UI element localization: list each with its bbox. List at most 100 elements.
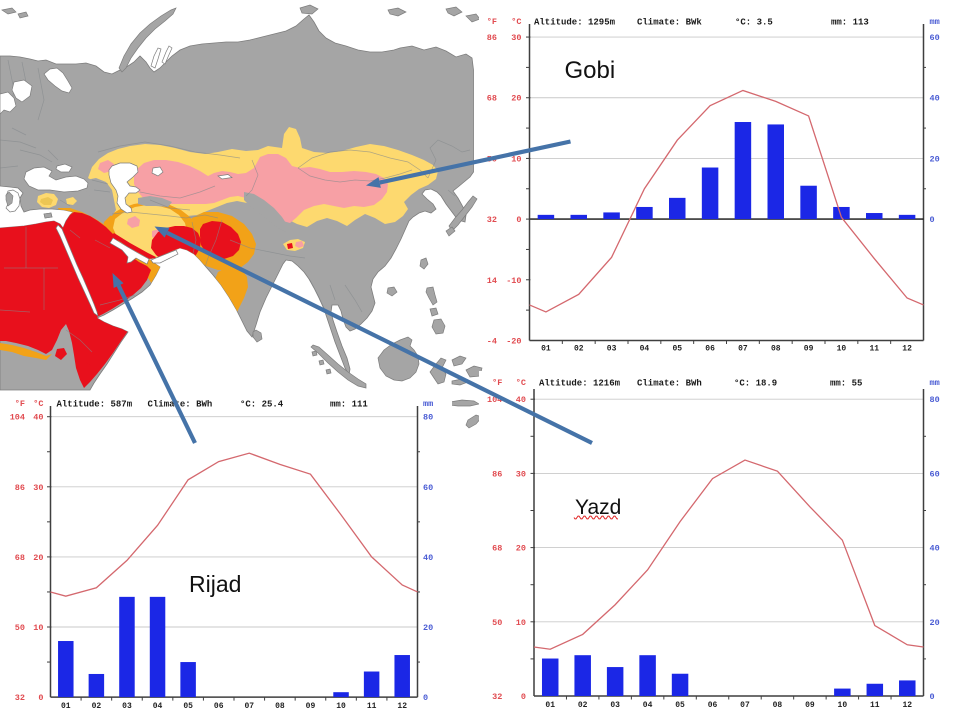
svg-text:-4: -4 xyxy=(487,336,497,346)
svg-text:Gobi: Gobi xyxy=(565,57,616,84)
svg-text:°C: 18.9: °C: 18.9 xyxy=(734,379,777,389)
svg-text:30: 30 xyxy=(511,33,521,43)
svg-text:40: 40 xyxy=(33,413,43,423)
svg-text:0: 0 xyxy=(516,215,521,225)
svg-text:68: 68 xyxy=(492,544,502,554)
svg-text:Climate: BWk: Climate: BWk xyxy=(637,18,702,28)
svg-text:68: 68 xyxy=(15,553,25,563)
svg-text:104: 104 xyxy=(487,395,502,405)
svg-text:20: 20 xyxy=(516,544,526,554)
svg-text:60: 60 xyxy=(930,33,940,43)
svg-text:10: 10 xyxy=(837,345,847,354)
svg-text:Rijad: Rijad xyxy=(189,571,241,597)
svg-text:86: 86 xyxy=(15,483,25,493)
svg-text:68: 68 xyxy=(487,94,497,104)
svg-text:09: 09 xyxy=(805,701,815,710)
svg-text:-20: -20 xyxy=(506,336,521,346)
svg-text:07: 07 xyxy=(738,345,748,354)
svg-text:20: 20 xyxy=(930,618,940,628)
svg-text:09: 09 xyxy=(306,702,316,711)
svg-text:10: 10 xyxy=(336,702,346,711)
svg-text:06: 06 xyxy=(214,702,224,711)
svg-text:0: 0 xyxy=(38,693,43,703)
svg-text:104: 104 xyxy=(10,413,25,423)
svg-text:01: 01 xyxy=(545,701,555,710)
svg-text:60: 60 xyxy=(423,483,433,493)
svg-text:mm: mm xyxy=(930,378,940,388)
svg-text:32: 32 xyxy=(492,692,502,702)
svg-text:mm: mm xyxy=(930,17,940,27)
svg-text:Climate: BWh: Climate: BWh xyxy=(637,379,702,389)
svg-text:05: 05 xyxy=(672,345,682,354)
svg-text:05: 05 xyxy=(675,701,685,710)
svg-text:°F: °F xyxy=(487,17,497,27)
svg-text:20: 20 xyxy=(423,623,433,633)
svg-text:40: 40 xyxy=(516,395,526,405)
svg-text:40: 40 xyxy=(423,553,433,563)
svg-text:Yazd: Yazd xyxy=(575,496,621,519)
svg-text:03: 03 xyxy=(607,345,617,354)
svg-text:02: 02 xyxy=(578,701,588,710)
svg-text:06: 06 xyxy=(705,345,715,354)
svg-text:10: 10 xyxy=(516,618,526,628)
svg-text:mm: mm xyxy=(423,399,433,409)
svg-text:-10: -10 xyxy=(506,276,521,286)
svg-text:01: 01 xyxy=(541,345,551,354)
svg-text:20: 20 xyxy=(930,154,940,164)
svg-text:32: 32 xyxy=(487,215,497,225)
svg-text:Altitude: 1216m: Altitude: 1216m xyxy=(539,379,621,389)
svg-text:10: 10 xyxy=(33,623,43,633)
svg-text:86: 86 xyxy=(487,33,497,43)
svg-text:40: 40 xyxy=(930,94,940,104)
svg-text:mm: 55: mm: 55 xyxy=(830,379,862,389)
svg-text:°C: 25.4: °C: 25.4 xyxy=(240,400,284,410)
svg-text:Altitude: 1295m: Altitude: 1295m xyxy=(534,18,616,28)
svg-text:08: 08 xyxy=(771,345,781,354)
svg-text:0: 0 xyxy=(930,692,935,702)
svg-text:°F: °F xyxy=(492,378,502,388)
svg-text:12: 12 xyxy=(902,701,912,710)
svg-text:04: 04 xyxy=(643,701,653,710)
svg-text:10: 10 xyxy=(511,154,521,164)
svg-text:02: 02 xyxy=(574,345,584,354)
svg-text:07: 07 xyxy=(244,702,254,711)
svg-text:14: 14 xyxy=(487,276,497,286)
svg-text:80: 80 xyxy=(423,413,433,423)
svg-text:04: 04 xyxy=(153,702,163,711)
svg-text:86: 86 xyxy=(492,469,502,479)
svg-text:°F: °F xyxy=(15,399,25,409)
svg-text:11: 11 xyxy=(870,701,880,710)
svg-text:30: 30 xyxy=(33,483,43,493)
svg-text:08: 08 xyxy=(275,702,285,711)
svg-text:32: 32 xyxy=(15,693,25,703)
svg-text:Altitude: 587m: Altitude: 587m xyxy=(57,400,133,410)
svg-text:°C: °C xyxy=(33,399,43,409)
svg-text:05: 05 xyxy=(183,702,193,711)
svg-text:°C: °C xyxy=(516,378,526,388)
svg-text:12: 12 xyxy=(902,345,912,354)
svg-text:°C: 3.5: °C: 3.5 xyxy=(735,18,773,28)
svg-text:10: 10 xyxy=(838,701,848,710)
svg-text:80: 80 xyxy=(930,395,940,405)
svg-text:03: 03 xyxy=(122,702,132,711)
svg-text:11: 11 xyxy=(869,345,879,354)
svg-text:°C: °C xyxy=(511,17,521,27)
svg-text:30: 30 xyxy=(516,469,526,479)
svg-text:mm: 113: mm: 113 xyxy=(831,18,869,28)
svg-text:02: 02 xyxy=(92,702,102,711)
svg-text:03: 03 xyxy=(610,701,620,710)
svg-text:08: 08 xyxy=(773,701,783,710)
svg-text:20: 20 xyxy=(33,553,43,563)
svg-text:Climate: BWh: Climate: BWh xyxy=(148,400,213,410)
svg-text:50: 50 xyxy=(15,623,25,633)
svg-text:01: 01 xyxy=(61,702,71,711)
svg-text:50: 50 xyxy=(492,618,502,628)
svg-text:0: 0 xyxy=(423,693,428,703)
svg-text:0: 0 xyxy=(521,692,526,702)
svg-text:60: 60 xyxy=(930,469,940,479)
svg-text:12: 12 xyxy=(397,702,407,711)
svg-text:04: 04 xyxy=(640,345,650,354)
svg-text:20: 20 xyxy=(511,94,521,104)
svg-text:40: 40 xyxy=(930,544,940,554)
svg-text:06: 06 xyxy=(708,701,718,710)
